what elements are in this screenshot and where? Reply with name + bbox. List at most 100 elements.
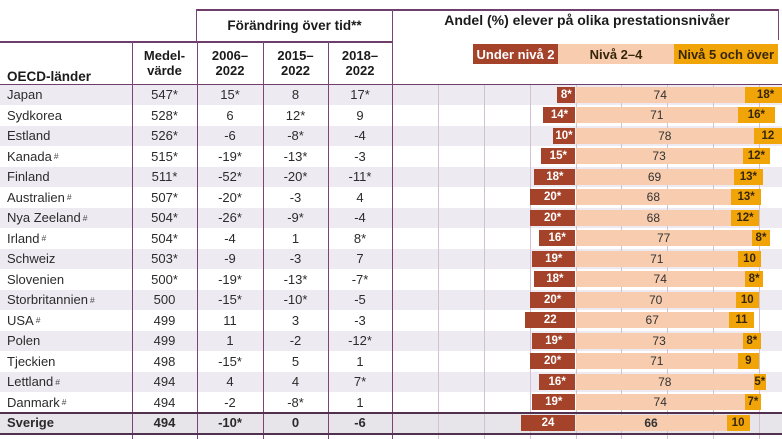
sverige-top-border — [0, 412, 782, 414]
mean-cell: 494 — [153, 374, 176, 390]
change-2015-2022-cell: 1 — [291, 230, 300, 246]
bar-segment-level-2-4: 71 — [575, 107, 739, 124]
change-2006-2022-cell: -10* — [218, 415, 242, 431]
bar-segment-level-2-4: 73 — [575, 332, 743, 349]
bar-segment-under-level2: 19* — [531, 394, 576, 411]
country-name: Slovenien — [7, 271, 65, 287]
table-row: Japan 547* 15* 8 17* 8* 74 18* — [0, 85, 782, 106]
mean-cell: 498 — [153, 353, 176, 369]
change-2015-2022-cell: -20* — [283, 169, 308, 185]
column-header-2006-2022: 2006– 2022 — [211, 47, 249, 78]
country-name: Lettland — [7, 374, 54, 390]
country-name: Schweiz — [7, 251, 56, 267]
change-2015-2022-cell: -10* — [283, 292, 308, 308]
bar-segment-under-level2: 18* — [534, 271, 576, 288]
bar-segment-level-2-4: 74 — [575, 394, 745, 411]
change-2018-2022-cell: 7* — [353, 374, 367, 390]
country-name: Nya Zeeland — [7, 210, 81, 226]
top-border — [196, 9, 779, 11]
mean-cell: 547* — [151, 87, 178, 103]
bar-segment-under-level2: 16* — [538, 230, 576, 247]
change-2015-2022-cell: 3 — [291, 312, 300, 328]
change-2015-2022-cell: -8* — [287, 128, 304, 144]
change-2006-2022-cell: -4 — [224, 230, 236, 246]
bar-segment-level-2-4: 67 — [575, 312, 729, 329]
country-cell: Nya Zeeland # — [0, 208, 139, 229]
bar-segment-level-2-4: 77 — [575, 230, 752, 247]
change-2006-2022-cell: -19* — [218, 271, 242, 287]
change-2015-2022-cell: -3 — [289, 189, 302, 205]
change-2018-2022-cell: -3 — [354, 312, 366, 328]
change-2015-2022-cell: 0 — [291, 415, 300, 431]
bar-segment-level-5-plus: 8* — [742, 332, 761, 349]
table-row: Irland #504* -4 1 8* 16* 77 8* — [0, 228, 782, 249]
country-cell: Estland — [0, 126, 139, 147]
col-line-mean — [132, 41, 134, 439]
bar-segment-level-5-plus: 5* — [754, 373, 766, 390]
country-cell: Lettland # — [0, 372, 139, 393]
col-line-2018 — [328, 41, 330, 439]
country-cell: Storbritannien # — [0, 290, 139, 311]
column-header-mean: Medel- värde — [143, 47, 186, 78]
mean-cell: 515* — [151, 148, 178, 164]
change-2018-2022-cell: -11* — [348, 169, 372, 185]
change-2018-2022-cell: -6 — [354, 415, 366, 431]
bar-segment-level-5-plus: 18* — [744, 86, 782, 103]
change-2006-2022-cell: 1 — [226, 333, 234, 349]
bar-segment-level-2-4: 78 — [575, 127, 755, 144]
mean-cell: 504* — [151, 230, 178, 246]
change-2015-2022-cell: 12* — [285, 107, 306, 123]
col-line-2006 — [197, 41, 199, 439]
bar-segment-level-2-4: 68 — [575, 189, 732, 206]
footnote-marker: # — [82, 212, 88, 223]
change-box-left-border — [196, 9, 198, 41]
bar-segment-under-level2: 20* — [529, 353, 576, 370]
table-row: USA #499 11 3 -3 22 67 11 — [0, 310, 782, 331]
table-row: Finland 511* -52* -20* -11* 18* 69 13* — [0, 167, 782, 188]
footnote-marker: # — [41, 233, 47, 244]
change-2006-2022-cell: -6 — [224, 128, 236, 144]
mean-cell: 494 — [153, 415, 176, 431]
country-cell: Tjeckien — [0, 351, 139, 372]
country-name: Kanada — [7, 148, 52, 164]
change-2018-2022-cell: -3 — [354, 148, 366, 164]
country-name: Polen — [7, 333, 41, 349]
bar-segment-under-level2: 19* — [531, 250, 576, 267]
change-2015-2022-cell: -3 — [289, 251, 302, 267]
bar-segment-level-5-plus: 12 — [754, 127, 782, 144]
country-cell: Irland # — [0, 228, 139, 249]
country-cell: Kanada # — [0, 146, 139, 167]
footnote-marker: # — [66, 192, 72, 203]
footnote-marker: # — [61, 397, 67, 408]
bar-segment-level-2-4: 71 — [575, 250, 739, 267]
change-2018-2022-cell: -4 — [354, 210, 366, 226]
country-name: Finland — [7, 169, 50, 185]
mean-cell: 494 — [153, 394, 176, 410]
legend-level-5-plus: Nivå 5 och över — [674, 44, 778, 64]
bar-segment-under-level2: 16* — [538, 373, 576, 390]
bar-segment-level-5-plus: 10 — [738, 250, 761, 267]
bar-segment-level-5-plus: 13* — [731, 189, 761, 206]
bar-segment-level-5-plus: 12* — [731, 209, 759, 226]
mean-cell: 503* — [151, 251, 178, 267]
country-name: Danmark — [7, 394, 60, 410]
bar-segment-level-5-plus: 11 — [728, 312, 755, 329]
table-row: Australien #507* -20* -3 4 20* 68 13* — [0, 187, 782, 208]
legend-under-level2: Under nivå 2 — [473, 44, 558, 64]
table-row: Slovenien 500* -19* -13* -7* 18* 74 8* — [0, 269, 782, 290]
change-2018-2022-cell: 9 — [356, 107, 364, 123]
change-2018-2022-cell: 1 — [356, 394, 364, 410]
bar-segment-level-2-4: 70 — [575, 291, 736, 308]
country-cell: Slovenien — [0, 269, 139, 290]
change-2006-2022-cell: 4 — [226, 374, 234, 390]
mean-cell: 500* — [151, 271, 178, 287]
change-2006-2022-cell: -9 — [224, 251, 236, 267]
table-row: Sydkorea 528* 6 12* 9 14* 71 16* — [0, 105, 782, 126]
country-cell: USA # — [0, 310, 139, 331]
bar-segment-level-2-4: 78 — [575, 373, 755, 390]
bar-segment-under-level2: 22 — [525, 312, 576, 329]
bar-segment-level-5-plus: 7* — [744, 394, 761, 411]
bar-segment-under-level2: 20* — [529, 291, 576, 308]
column-header-2018-2022: 2018– 2022 — [341, 47, 379, 78]
change-2006-2022-cell: -19* — [218, 148, 242, 164]
